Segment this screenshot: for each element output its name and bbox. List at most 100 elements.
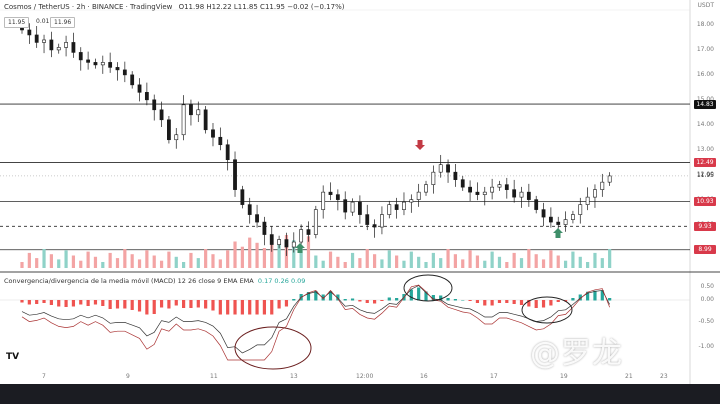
price-candles [20, 18, 612, 257]
macd-histogram-bar [189, 300, 193, 308]
macd-axis-label: 0.50 [700, 283, 714, 290]
candle-body [585, 196, 590, 205]
candle-body [181, 104, 186, 136]
level-price-tag[interactable]: 10.93 [694, 196, 716, 206]
volume-bar [343, 262, 347, 268]
macd-histogram-bar [600, 290, 604, 301]
watermark-text: @罗龙 [530, 336, 623, 371]
candle-body [394, 204, 399, 210]
highlight-circle [403, 274, 453, 302]
candle-body [218, 136, 223, 146]
time-axis-label: 21 [625, 373, 633, 380]
candle-body [490, 186, 495, 193]
macd-histogram-bar [35, 300, 39, 304]
volume-bar [358, 258, 362, 268]
macd-histogram-bar [211, 300, 215, 311]
macd-histogram-bar [115, 300, 120, 309]
level-price-tag[interactable]: 8.99 [694, 245, 716, 255]
chart-header: Cosmos / TetherUS · 2h · BINANCE · Tradi… [4, 3, 348, 11]
candle-body [460, 179, 465, 188]
volume-bar [130, 254, 134, 268]
candle-body [380, 214, 384, 228]
volume-bar [145, 250, 149, 268]
candle-body [534, 199, 539, 210]
macd-values: 0.17 0.26 0.09 [257, 277, 306, 285]
macd-histogram-bar [468, 300, 472, 301]
macd-histogram-bar [204, 300, 208, 309]
candle-body [321, 191, 326, 210]
volume-bar [299, 245, 303, 268]
volume-bar [395, 255, 399, 268]
level-price-tag[interactable]: 9.93 [694, 221, 716, 231]
macd-histogram-bar [101, 300, 105, 306]
macd-histogram-bar [563, 300, 568, 302]
macd-histogram-bar [608, 298, 612, 301]
volume-bar [409, 251, 413, 268]
macd-histogram-bar [71, 300, 76, 307]
macd-histogram-bar [86, 300, 90, 306]
macd-histogram-bar [343, 299, 347, 301]
candle-body [34, 34, 39, 43]
volume-bar [424, 262, 428, 268]
volume-bar [306, 236, 311, 268]
highlight-circle [521, 296, 573, 324]
time-axis-label: 9 [126, 373, 130, 380]
macd-histogram-bar [586, 291, 590, 301]
volume-bar [417, 256, 421, 268]
volume-bar [270, 238, 274, 268]
ohlc-readout: O11.98 H12.22 L11.85 C11.95 −0.02 (−0.17… [178, 3, 345, 11]
candle-body [372, 224, 377, 228]
volume-bar [64, 250, 68, 268]
candle-body [233, 159, 237, 190]
level-price-tag[interactable]: 12.49 [694, 157, 716, 167]
candle-body [548, 216, 553, 223]
macd-histogram-bar [556, 300, 560, 302]
symbol-title[interactable]: Cosmos / TetherUS · 2h · BINANCE · Tradi… [4, 3, 173, 11]
arrow-up-icon [553, 228, 563, 238]
macd-histogram-bar [182, 300, 186, 308]
price-axis-label: 18.00 [696, 20, 714, 28]
macd-axis-label: -1.00 [698, 343, 714, 350]
volume-bar [159, 260, 164, 268]
macd-title[interactable]: Convergencia/divergencia de la media móv… [4, 277, 306, 285]
bid-price-box[interactable]: 11.95 [4, 17, 30, 28]
macd-histogram-bar [358, 300, 362, 302]
volume-bar [372, 254, 377, 268]
candle-body [299, 229, 304, 243]
volume-bar [262, 248, 267, 268]
candle-body [512, 189, 517, 198]
candle-body [100, 62, 105, 66]
macd-histogram-bar [490, 300, 494, 306]
volume-bar [248, 237, 252, 268]
tradingview-logo[interactable]: TV [6, 352, 20, 362]
volume-bar [431, 252, 435, 268]
macd-histogram-bar [306, 292, 311, 301]
bottom-toolbar [0, 384, 720, 404]
macd-histogram-bar [137, 300, 142, 312]
macd-histogram-bar [277, 300, 281, 309]
macd-histogram-bar [196, 300, 200, 308]
macd-histogram-bar [108, 300, 112, 309]
volume-bar [182, 262, 186, 268]
time-axis-label: 23 [660, 373, 668, 380]
candle-body [416, 191, 421, 200]
candle-body [571, 214, 575, 220]
volume-bar [468, 250, 472, 268]
candle-body [78, 52, 83, 61]
candle-body [446, 164, 450, 173]
macd-histogram-bar [453, 299, 457, 301]
volume-bar [387, 250, 391, 268]
candle-body [504, 184, 509, 190]
volume-bar [314, 255, 318, 268]
level-price-tag[interactable]: 14.83 [694, 99, 716, 109]
candle-body [578, 204, 583, 215]
candle-body [247, 204, 252, 215]
ask-price-box[interactable]: 11.96 [50, 17, 76, 28]
candle-body [526, 191, 531, 200]
macd-histogram-bar [284, 300, 289, 307]
volume-bar [79, 260, 83, 268]
candle-body [358, 201, 362, 215]
candle-body [56, 47, 61, 51]
macd-histogram-bar [578, 294, 582, 301]
